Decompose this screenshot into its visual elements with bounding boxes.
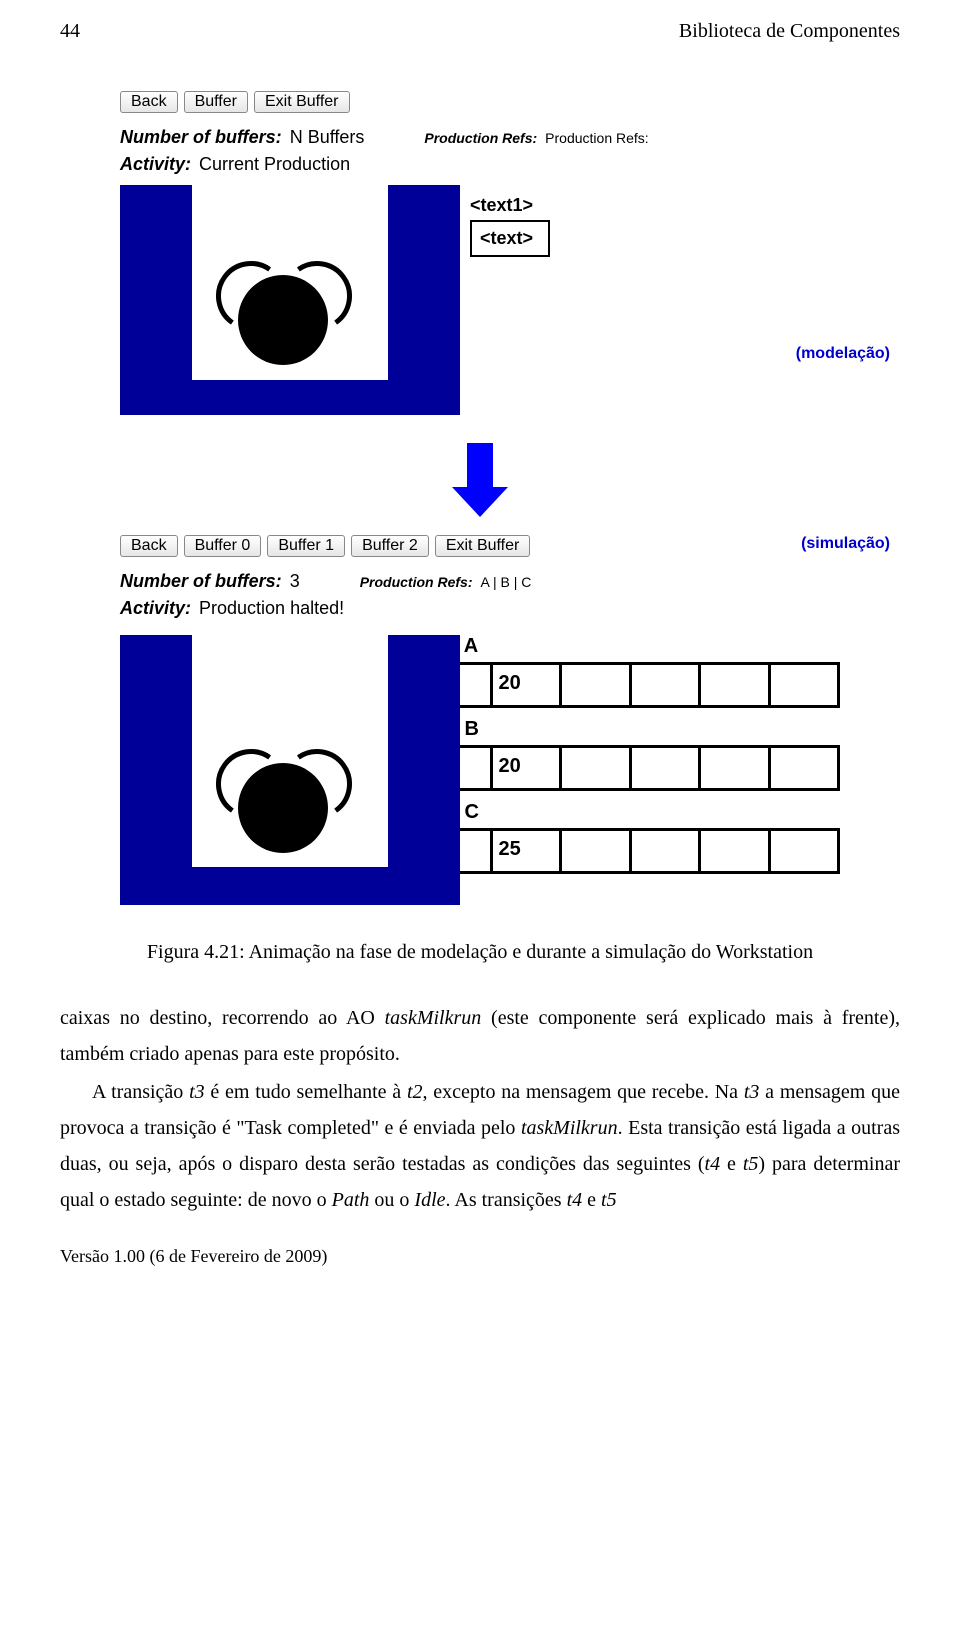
cell <box>771 831 838 871</box>
cell: 20 <box>493 665 563 705</box>
cell <box>701 748 771 788</box>
workstation-shape-model <box>120 185 840 415</box>
ref-b-label: Ref: B <box>420 718 840 741</box>
ref-a-cells: 17 20 <box>420 662 840 708</box>
cell <box>632 665 702 705</box>
ref-a-label: Ref: A <box>420 635 840 658</box>
cell <box>771 748 838 788</box>
cell <box>701 831 771 871</box>
ref-c-label: Ref: C <box>420 801 840 824</box>
cell: 20 <box>493 748 563 788</box>
ref-b-cells: 20 20 <box>420 745 840 791</box>
prod-refs-label: Production Refs: <box>424 130 537 146</box>
exit-buffer-button[interactable]: Exit Buffer <box>435 535 531 557</box>
model-button-row: Back Buffer Exit Buffer <box>120 91 840 113</box>
num-buffers-label: Number of buffers: <box>120 571 282 592</box>
prod-refs-label: Production Refs: <box>360 574 473 590</box>
num-buffers-label: Number of buffers: <box>120 127 282 148</box>
cell: 25 <box>493 831 563 871</box>
activity-value: Production halted! <box>199 598 344 619</box>
cell <box>562 665 632 705</box>
cell <box>701 665 771 705</box>
page-header: 44 Biblioteca de Componentes <box>60 20 900 43</box>
cell <box>562 831 632 871</box>
section-title: Biblioteca de Componentes <box>679 20 900 43</box>
num-buffers-value: N Buffers <box>290 127 365 148</box>
worker-icon <box>238 763 328 853</box>
footer-version: Versão 1.00 (6 de Fevereiro de 2009) <box>60 1246 900 1267</box>
ref-c-cells: 18 25 <box>420 828 840 874</box>
activity-label: Activity: <box>120 598 191 619</box>
cell <box>771 665 838 705</box>
cell <box>562 748 632 788</box>
page-number: 44 <box>60 20 80 43</box>
arrow-down-icon <box>467 443 493 519</box>
buffer2-button[interactable]: Buffer 2 <box>351 535 429 557</box>
worker-icon <box>238 275 328 365</box>
figure-caption: Figura 4.21: Animação na fase de modelaç… <box>60 941 900 964</box>
cell <box>632 831 702 871</box>
prod-refs-value: Production Refs: <box>545 130 649 146</box>
workstation-shape-sim <box>120 635 402 905</box>
back-button[interactable]: Back <box>120 535 178 557</box>
body-paragraph-1: caixas no destino, recorrendo ao AO task… <box>60 1000 900 1072</box>
activity-value: Current Production <box>199 154 350 175</box>
back-button[interactable]: Back <box>120 91 178 113</box>
activity-label: Activity: <box>120 154 191 175</box>
num-buffers-value: 3 <box>290 571 300 592</box>
exit-buffer-button[interactable]: Exit Buffer <box>254 91 350 113</box>
buffer-button[interactable]: Buffer <box>184 91 248 113</box>
prod-refs-value: A | B | C <box>480 574 531 590</box>
buffer1-button[interactable]: Buffer 1 <box>267 535 345 557</box>
body-paragraph-2: A transição t3 é em tudo semelhante à t2… <box>60 1074 900 1218</box>
buffer0-button[interactable]: Buffer 0 <box>184 535 262 557</box>
sim-tag: (simulação) <box>801 535 890 553</box>
cell <box>632 748 702 788</box>
sim-button-row: Back Buffer 0 Buffer 1 Buffer 2 Exit Buf… <box>120 535 840 557</box>
figure-area: Back Buffer Exit Buffer Number of buffer… <box>60 91 900 905</box>
